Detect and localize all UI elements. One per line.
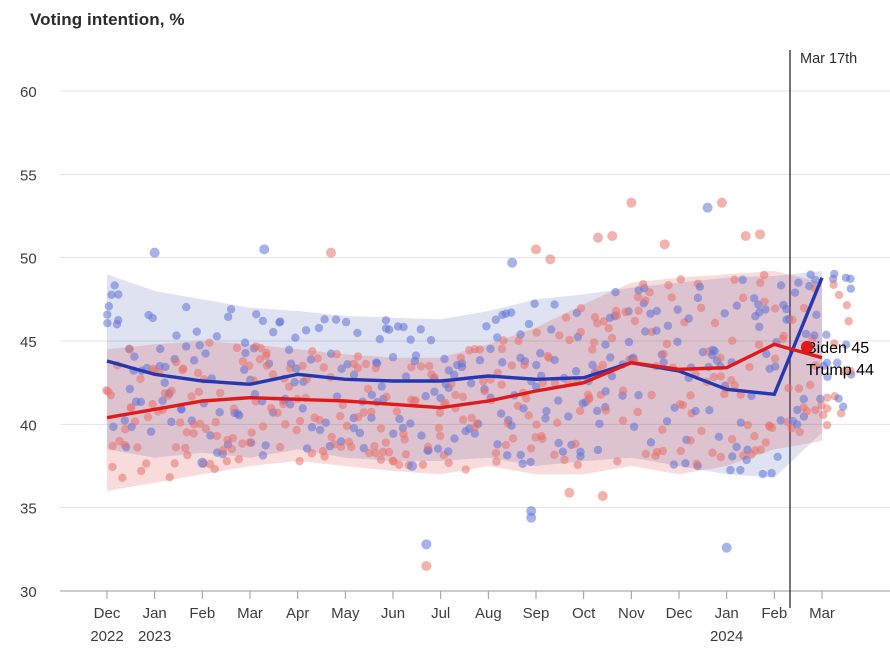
legend-item-trump[interactable]: Trump 44 bbox=[800, 362, 874, 380]
y-axis-tick-45: 45 bbox=[20, 334, 37, 351]
x-axis-tick-Feb-14: Feb bbox=[761, 605, 787, 622]
x-axis-year-2024: 2024 bbox=[710, 628, 743, 645]
chart-svg: 30 35 40 45 50 55 60 Dec Jan Feb Mar Apr May Jun Jul Au… bbox=[0, 0, 890, 662]
y-axis-tick-55: 55 bbox=[20, 167, 37, 184]
x-axis-tick-Dec-12: Dec bbox=[666, 605, 693, 622]
x-axis-tick-Jan-13: Jan bbox=[715, 605, 739, 622]
x-axis-tick-Sep-9: Sep bbox=[523, 605, 550, 622]
x-axis-tick-Feb-2: Feb bbox=[189, 605, 215, 622]
trump-legend-dot bbox=[801, 341, 813, 353]
legend-container: Biden 45 Trump 44 bbox=[800, 340, 874, 380]
chart-container: Voting intention, % 30 35 40 45 50 55 60 Dec Jan… bbox=[0, 0, 890, 662]
x-axis-tick-Jun-6: Jun bbox=[381, 605, 405, 622]
y-axis-tick-60: 60 bbox=[20, 84, 37, 101]
x-axis-tick-Dec-0: Dec bbox=[94, 605, 121, 622]
marker-label-mar17: Mar 17th bbox=[800, 51, 857, 67]
x-axis-tick-Apr-4: Apr bbox=[286, 605, 309, 622]
x-axis-tick-Mar-15: Mar bbox=[809, 605, 835, 622]
y-axis-tick-35: 35 bbox=[20, 501, 37, 518]
x-axis-tick-Aug-8: Aug bbox=[475, 605, 502, 622]
y-axis-tick-40: 40 bbox=[20, 417, 37, 434]
y-axis-tick-30: 30 bbox=[20, 584, 37, 601]
x-axis-tick-Mar-3: Mar bbox=[237, 605, 263, 622]
x-axis-tick-Jul-7: Jul bbox=[431, 605, 450, 622]
x-axis-tick-Oct-10: Oct bbox=[572, 605, 596, 622]
x-axis-tick-May-5: May bbox=[331, 605, 360, 622]
biden-legend-label: Biden 45 bbox=[806, 340, 869, 358]
x-axis-year-2023: 2023 bbox=[138, 628, 171, 645]
x-axis-year-2022: 2022 bbox=[90, 628, 123, 645]
trump-legend-label: Trump 44 bbox=[806, 362, 874, 380]
x-axis-tick-Jan-1: Jan bbox=[143, 605, 167, 622]
x-axis-tick-Nov-11: Nov bbox=[618, 605, 645, 622]
y-axis-tick-50: 50 bbox=[20, 251, 37, 268]
